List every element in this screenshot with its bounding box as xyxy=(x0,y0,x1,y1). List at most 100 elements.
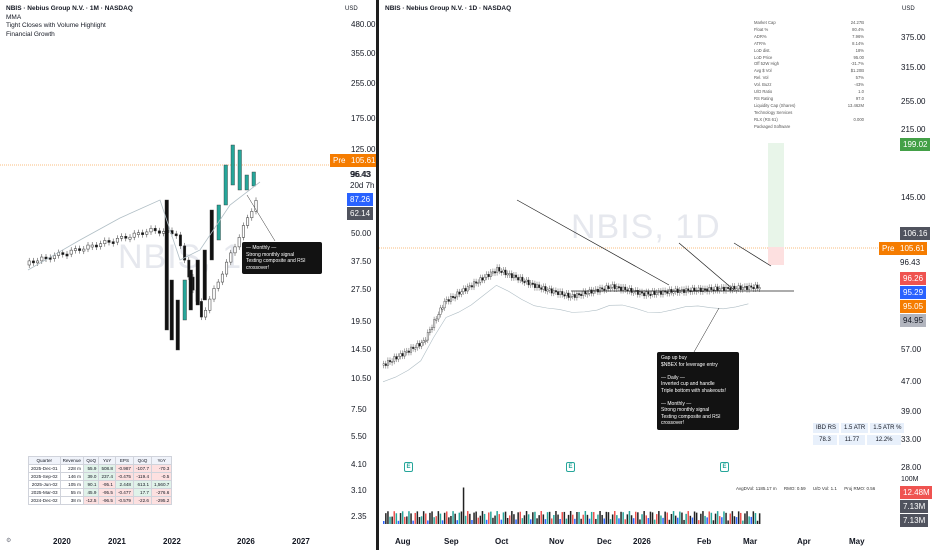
candle-body xyxy=(609,287,612,290)
volume-bar xyxy=(658,511,660,524)
monthly-candles[interactable] xyxy=(0,0,376,550)
volume-bar xyxy=(473,512,475,524)
indicator-financial-growth[interactable]: Financial Growth xyxy=(6,30,55,38)
stats-row: Market Cap 24.27B xyxy=(754,20,864,27)
volume-bar xyxy=(702,511,704,524)
monthly-note[interactable]: — Monthly — Strong monthly signal Testin… xyxy=(242,242,322,274)
candle-body xyxy=(729,287,732,291)
candle-body xyxy=(244,174,249,191)
candle-body xyxy=(223,164,228,206)
volume-bar xyxy=(582,514,584,524)
candle-body xyxy=(69,249,73,255)
volume-bar xyxy=(569,511,572,524)
candle-body xyxy=(454,296,457,299)
trendline xyxy=(678,242,735,291)
symbol-title-daily[interactable]: NBIS · Nebius Group N.V. · 1D · NASDAQ xyxy=(385,5,512,12)
stats-value: 95.00 xyxy=(853,54,864,60)
time-tick: Nov xyxy=(549,537,565,546)
volume-bar xyxy=(506,517,509,524)
candle-body xyxy=(710,287,713,290)
candle-body xyxy=(668,289,671,294)
candle-body xyxy=(613,284,616,290)
candle-body xyxy=(727,287,730,289)
volume-bar xyxy=(523,515,526,524)
candle-body xyxy=(395,356,398,360)
daily-candles[interactable] xyxy=(379,0,932,550)
volume-bar xyxy=(502,512,505,524)
candle-body xyxy=(410,346,412,353)
candle-body xyxy=(468,285,471,288)
volume-bar xyxy=(653,519,656,524)
volume-bar xyxy=(754,513,757,524)
candle-body xyxy=(162,231,166,234)
ibd-rs-header: IBD RS xyxy=(813,423,840,433)
volume-bar xyxy=(431,511,433,524)
table-cell: -119.4 xyxy=(132,472,153,481)
table-cell: -0.579 xyxy=(114,496,134,505)
indicator-tight-closes[interactable]: Tight Closes with Volume Highlight xyxy=(6,22,106,29)
table-cell: 38 m xyxy=(59,496,84,505)
volume-bar xyxy=(408,511,410,524)
volume-bar xyxy=(595,518,597,524)
volume-bar xyxy=(716,511,719,524)
volume-bar xyxy=(389,516,391,524)
log-scale-icon[interactable]: ⚙ xyxy=(6,538,12,544)
candle-body xyxy=(620,286,623,291)
candle-body xyxy=(737,285,740,290)
volume-bar xyxy=(632,518,635,524)
candle-body xyxy=(405,350,408,353)
candle-body xyxy=(542,286,545,290)
time-tick: Mar xyxy=(743,537,758,546)
stats-value: -43% xyxy=(854,82,864,88)
volume-bar xyxy=(488,512,490,524)
candle-body xyxy=(533,283,536,288)
candle-body xyxy=(636,290,639,295)
candle-body xyxy=(704,288,706,291)
stats-label: U/D Ratio xyxy=(754,89,773,95)
table-row: 2025-Dec-01 228 m 55.9 508.8 -0.987 -107.7 -70… xyxy=(28,464,173,473)
earnings-icon[interactable]: E xyxy=(404,462,413,472)
candle-body xyxy=(449,296,452,302)
candle-body xyxy=(491,271,494,274)
candle-body xyxy=(723,286,725,291)
table-cell: 613.1 xyxy=(132,480,153,489)
candle-body xyxy=(588,289,591,294)
earnings-icon[interactable]: E xyxy=(566,462,575,472)
ibd-table: IBD RS 1.5 ATR 1.5 ATR % 78.3 11.77 12.2% xyxy=(813,423,906,445)
volume-bar xyxy=(649,511,652,524)
volume-bar xyxy=(553,515,555,524)
volume-bar xyxy=(525,511,528,524)
volume-bar xyxy=(626,514,629,524)
volume-bar xyxy=(735,517,738,524)
volume-bar xyxy=(515,519,517,524)
candle-body xyxy=(386,360,389,366)
table-cell: -0.5 xyxy=(150,472,173,481)
candle-body xyxy=(540,287,543,290)
table-cell: -0.477 xyxy=(114,488,134,497)
candle-body xyxy=(678,289,681,293)
volume-bar xyxy=(496,511,498,524)
stats-label: Technology Services xyxy=(754,109,793,115)
candle-body xyxy=(725,287,727,291)
price-tick: 47.00 xyxy=(901,377,922,386)
volume-bar xyxy=(708,511,710,524)
volume-bar xyxy=(622,512,624,524)
bar-countdown: 20d 7h xyxy=(350,181,375,190)
earnings-icon[interactable]: E xyxy=(720,462,729,472)
table-cell: 45.9 xyxy=(82,488,100,497)
high-tag: 106.16 xyxy=(900,227,931,240)
volume-bar xyxy=(607,512,610,524)
indicator-mma[interactable]: MMA xyxy=(6,13,22,21)
volume-bar xyxy=(555,511,557,524)
candle-body xyxy=(44,256,48,260)
monthly-chart-pane[interactable]: NBIS, 1M NBIS · Nebius Group N.V. · 1M ·… xyxy=(0,0,376,550)
volume-bar xyxy=(475,511,477,524)
daily-note[interactable]: Gap up buy $NBEX for leverage entry — Da… xyxy=(657,352,739,430)
stats-label: Vol. Buzz xyxy=(754,82,772,88)
table-cell: 228 m xyxy=(59,464,84,473)
volume-bar xyxy=(511,511,513,524)
pane-divider[interactable] xyxy=(376,0,379,550)
candle-body xyxy=(473,281,476,288)
daily-chart-pane[interactable]: NBIS, 1D NBIS · Nebius Group N.V. · 1D ·… xyxy=(379,0,932,550)
symbol-title[interactable]: NBIS · Nebius Group N.V. · 1M · NASDAQ xyxy=(6,5,133,12)
